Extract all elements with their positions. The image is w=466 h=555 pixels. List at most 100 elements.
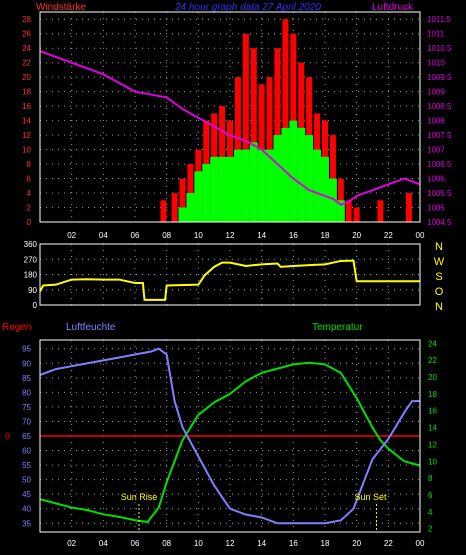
wind-average-bar [281, 127, 290, 222]
wind-tick-label: 18 [22, 88, 31, 97]
humidity-tick-label: 45 [22, 490, 31, 499]
direction-tick-label: 90 [28, 286, 37, 295]
wind-average-bar [336, 200, 345, 222]
hour-tick-label: 08 [162, 539, 171, 548]
wind-tick-label: 6 [27, 175, 32, 184]
hour-tick-label: 02 [67, 539, 76, 548]
hour-tick-label: 08 [162, 231, 171, 240]
humidity-tick-label: 70 [22, 417, 31, 426]
wind-pressure-hour-labels: 02 04 06 08 10 12 14 16 18 20 22 00 [67, 231, 425, 240]
humidity-temperature-panel: Sun Rise Sun Set 0 354045505560657075808… [5, 339, 437, 548]
wind-gust-bar [242, 33, 249, 222]
compass-letter: W [434, 256, 445, 268]
wind-tick-label: 4 [27, 189, 32, 198]
humidity-tick-label: 75 [22, 403, 31, 412]
hour-tick-label: 06 [131, 231, 140, 240]
wind-gust-bar [282, 19, 289, 222]
wind-tick-label: 22 [22, 59, 31, 68]
temperature-tick-label: 14 [428, 424, 437, 433]
wind-gust-bar [405, 193, 412, 222]
hour-tick-label: 14 [257, 539, 266, 548]
wind-average-bar [202, 164, 211, 222]
humidity-tick-label: 55 [22, 461, 31, 470]
temperature-tick-label: 24 [428, 339, 437, 348]
pressure-tick-label: 1009 [427, 88, 445, 97]
pressure-tick-label: 1004.5 [427, 218, 452, 227]
wind-tick-label: 2 [27, 204, 32, 213]
temperature-tick-label: 10 [428, 457, 437, 466]
pressure-tick-label: 1011 [427, 30, 445, 39]
direction-axis-labels: 0 90 180 270 360 [24, 240, 38, 310]
temperature-tick-label: 8 [428, 474, 433, 483]
humidity-label: Luftfeuchte [66, 322, 116, 333]
hour-tick-label: 04 [99, 231, 108, 240]
hour-tick-label: 18 [321, 539, 330, 548]
wind-average-bar [241, 149, 250, 222]
pressure-tick-label: 1009.5 [427, 73, 452, 82]
humidity-tick-label: 35 [22, 519, 31, 528]
humidity-temperature-hour-labels: 02 04 06 08 10 12 14 16 18 20 22 00 [67, 539, 425, 548]
rain-axis-zero: 0 [5, 431, 10, 441]
wind-average-bar [305, 135, 314, 222]
wind-tick-label: 0 [27, 218, 32, 227]
hour-tick-label: 20 [352, 231, 361, 240]
wind-average-bar [321, 156, 329, 222]
direction-line [39, 259, 420, 301]
wind-gust-bar [179, 178, 186, 222]
wind-gust-bar [377, 200, 384, 222]
hour-tick-label: 22 [384, 231, 393, 240]
hour-tick-label: 16 [289, 539, 298, 548]
wind-pressure-frame [39, 11, 421, 223]
pressure-tick-label: 1007.5 [427, 131, 452, 140]
hour-tick-label: 06 [131, 539, 140, 548]
pressure-tick-label: 1008.5 [427, 102, 452, 111]
wind-average-bar [265, 149, 274, 222]
pressure-tick-label: 1006.5 [427, 160, 452, 169]
hour-tick-label: 14 [257, 231, 266, 240]
pressure-title: Luftdruck [372, 2, 414, 13]
pressure-tick-label: 1008 [427, 117, 445, 126]
wind-tick-label: 12 [22, 131, 31, 140]
wind-average-bar [249, 142, 258, 222]
humidity-tick-label: 80 [22, 388, 31, 397]
wind-average-bar [194, 171, 203, 222]
direction-tick-label: 270 [24, 255, 38, 264]
temperature-tick-label: 16 [428, 407, 437, 416]
pressure-tick-label: 1006 [427, 175, 445, 184]
wind-tick-label: 16 [22, 102, 31, 111]
wind-bars [160, 19, 412, 223]
wind-gust-bar [353, 207, 360, 222]
direction-grid [40, 244, 420, 305]
humidity-tick-label: 65 [22, 432, 31, 441]
humidity-temperature-frame [39, 339, 421, 533]
pressure-line [39, 50, 421, 206]
wind-average-bar [210, 156, 219, 222]
pressure-tick-label: 1010.5 [427, 44, 452, 53]
wind-average-bar [233, 149, 242, 222]
hour-tick-label: 10 [194, 539, 203, 548]
sunset-label: Sun Set [354, 492, 387, 502]
temperature-tick-label: 2 [428, 525, 433, 534]
compass-letter: N [435, 241, 443, 253]
wind-average-bar [313, 149, 322, 222]
wind-average-bar [218, 156, 227, 222]
hour-tick-label: 00 [416, 231, 425, 240]
pressure-axis-labels: 1004.5 1005 1005.5 1006 1006.5 1007 1007.5 1008… [427, 15, 452, 227]
wind-tick-label: 28 [22, 15, 31, 24]
hour-tick-label: 12 [226, 231, 235, 240]
wind-title: Windstärke [36, 2, 86, 13]
compass-letter: O [435, 286, 444, 298]
hour-tick-label: 18 [321, 231, 330, 240]
humidity-line [39, 347, 420, 525]
pressure-tick-label: 1005.5 [427, 189, 452, 198]
wind-gust-bar [345, 200, 352, 222]
temperature-tick-label: 12 [428, 440, 437, 449]
pressure-tick-label: 1007 [427, 146, 445, 155]
wind-gust-bar [171, 193, 178, 222]
temperature-line [39, 361, 421, 523]
direction-frame [39, 243, 421, 306]
